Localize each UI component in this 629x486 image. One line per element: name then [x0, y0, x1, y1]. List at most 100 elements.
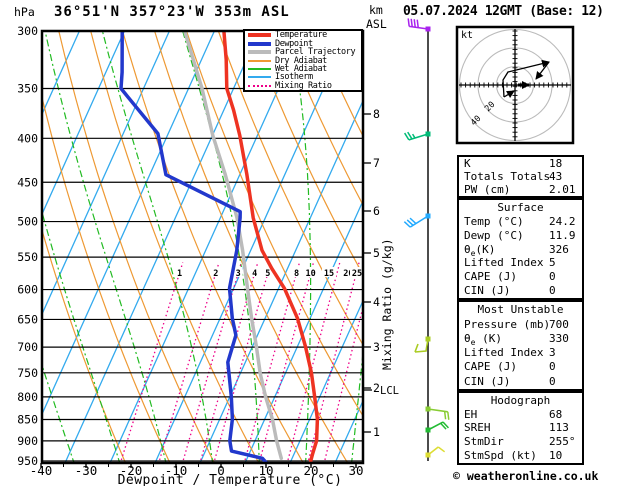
legend-item: Parcel Trajectory — [248, 47, 361, 58]
wet-adiabat-line — [397, 31, 462, 465]
temp-tick-label: 10 — [258, 463, 273, 478]
mixing-ratio-line — [307, 262, 360, 463]
km-tick-label: 6 — [373, 204, 380, 218]
stats-row-value: 3 — [549, 346, 556, 360]
legend-line-sample — [248, 84, 271, 87]
temp-tick-label: -40 — [30, 463, 53, 478]
stats-row: Totals Totals 43 — [459, 170, 582, 183]
stats-row: EH 68 — [459, 408, 582, 421]
stats-table-header: Most Unstable — [477, 303, 564, 317]
stats-row-label: CAPE (J) — [464, 270, 517, 284]
stats-row-value: 330 — [549, 331, 569, 345]
dry-adiabat-line — [217, 31, 363, 347]
legend-item-label: Parcel Trajectory — [275, 47, 356, 58]
mixing-ratio-line — [258, 262, 315, 463]
stats-row: Lifted Index 3 — [459, 346, 582, 359]
temp-tick-label: -10 — [165, 463, 188, 478]
km-tick-label: 7 — [373, 156, 380, 170]
mixing-ratio-line — [119, 262, 184, 463]
stats-row-label: EH — [464, 407, 478, 421]
mixing-ratio-line — [213, 262, 272, 463]
mixing-ratio-value-label: 25 — [352, 269, 362, 279]
wind-barb — [403, 131, 431, 141]
km-tick-label: 4 — [373, 295, 380, 309]
stats-row-value: 43 — [549, 170, 563, 183]
stats-row-value: 68 — [549, 407, 563, 421]
isotherm-line — [42, 31, 80, 116]
wind-barb — [425, 421, 450, 433]
isotherm-line — [42, 31, 125, 216]
stats-row-label: Lifted Index — [464, 346, 544, 360]
hodograph-trace — [502, 59, 550, 98]
pressure-tick-label: 900 — [17, 434, 38, 448]
dry-adiabat-line — [185, 31, 363, 418]
run-date-title: 05.07.2024 12GMT (Base: 12) — [403, 4, 604, 19]
legend-line-sample — [248, 33, 271, 38]
plot-border — [40, 29, 365, 465]
wet-adiabat-line — [101, 31, 214, 463]
stats-row-value: 0 — [549, 270, 556, 284]
stats-row: Dewp (°C) 11.9 — [459, 229, 582, 242]
mixing-ratio-value-label: 3 — [236, 269, 241, 279]
pressure-tick-label: 450 — [17, 175, 38, 189]
stats-row-value: 0 — [549, 284, 556, 298]
pressure-tick-label: 550 — [17, 250, 38, 264]
legend-item: Wet Adiabat — [248, 63, 361, 74]
mixing-ratio-axis-title: Mixing Ratio (g/kg) — [380, 238, 394, 370]
stats-row-label: PW (cm) — [464, 183, 511, 196]
stats-row: θe (K) 330 — [459, 331, 582, 347]
legend: Temperature Dewpoint Parcel Trajectory Dry … — [243, 29, 363, 92]
stats-table: K 18 Totals Totals 43 PW (cm) 2.01 — [457, 155, 584, 198]
temp-tick-label: -30 — [75, 463, 98, 478]
pressure-tick-label: 300 — [17, 24, 38, 38]
stats-table: Most Unstable Pressure (mb) 700 θe (K) 330 Li… — [457, 300, 584, 391]
stats-row-label: θe(K) — [464, 242, 496, 258]
isotherm-line — [42, 31, 170, 316]
wind-barb — [403, 213, 431, 228]
isotherm-line — [244, 199, 363, 463]
temp-tick-label: 30 — [348, 463, 363, 478]
lcl-label: LCL — [380, 385, 399, 397]
stats-row-value: 18 — [549, 157, 563, 170]
dry-adiabat-line — [281, 31, 363, 207]
stats-row-label: Totals Totals — [464, 170, 551, 183]
legend-item-label: Wet Adiabat — [275, 63, 327, 74]
stats-row-label: Dewp (°C) — [464, 228, 524, 242]
stats-row: SREH 113 — [459, 421, 582, 434]
stats-table: Surface Temp (°C) 24.2 Dewp (°C) 11.9 θe(K) 32… — [457, 198, 584, 300]
temp-tick-label: -20 — [120, 463, 143, 478]
legend-item-label: Dewpoint — [275, 38, 313, 49]
km-tick-label: 3 — [373, 340, 380, 354]
legend-line-sample — [248, 41, 271, 46]
mixing-ratio-line — [158, 262, 220, 463]
mixing-ratio-line — [181, 262, 242, 463]
legend-item: Isotherm — [248, 72, 361, 82]
wet-adiabat-line — [44, 31, 167, 463]
stats-row-label: SREH — [464, 421, 491, 435]
stats-row-value: 326 — [549, 242, 569, 256]
stats-row-value: 10 — [549, 449, 563, 463]
pressure-tick-label: 950 — [17, 454, 38, 468]
stats-row-value: 700 — [549, 317, 569, 331]
stats-row: StmDir 255° — [459, 435, 582, 448]
stats-table-header: Surface — [497, 200, 544, 214]
stats-row-label: CIN (J) — [464, 284, 511, 298]
pressure-tick-label: 650 — [17, 312, 38, 326]
legend-line-sample — [248, 59, 271, 62]
km-tick-label: 5 — [373, 246, 380, 260]
stats-row-label: CAPE (J) — [464, 360, 517, 374]
stats-row: CAPE (J) 0 — [459, 360, 582, 373]
stats-row-value: 2.01 — [549, 183, 576, 196]
x-axis-title: Dewpoint / Temperature (°C) — [117, 473, 343, 486]
pressure-tick-label: 600 — [17, 283, 38, 297]
stats-row-label: Pressure (mb) — [464, 317, 551, 331]
pressure-tick-label: 700 — [17, 340, 38, 354]
pressure-unit-label: hPa — [14, 5, 35, 19]
stats-row: CIN (J) 0 — [459, 284, 582, 297]
stats-row: CIN (J) 0 — [459, 375, 582, 388]
stats-row-value: 24.2 — [549, 214, 576, 228]
wet-adiabat-line — [290, 31, 312, 463]
stats-row-label: Lifted Index — [464, 256, 544, 270]
isotherm-line — [154, 31, 350, 463]
stats-row: CAPE (J) 0 — [459, 270, 582, 283]
